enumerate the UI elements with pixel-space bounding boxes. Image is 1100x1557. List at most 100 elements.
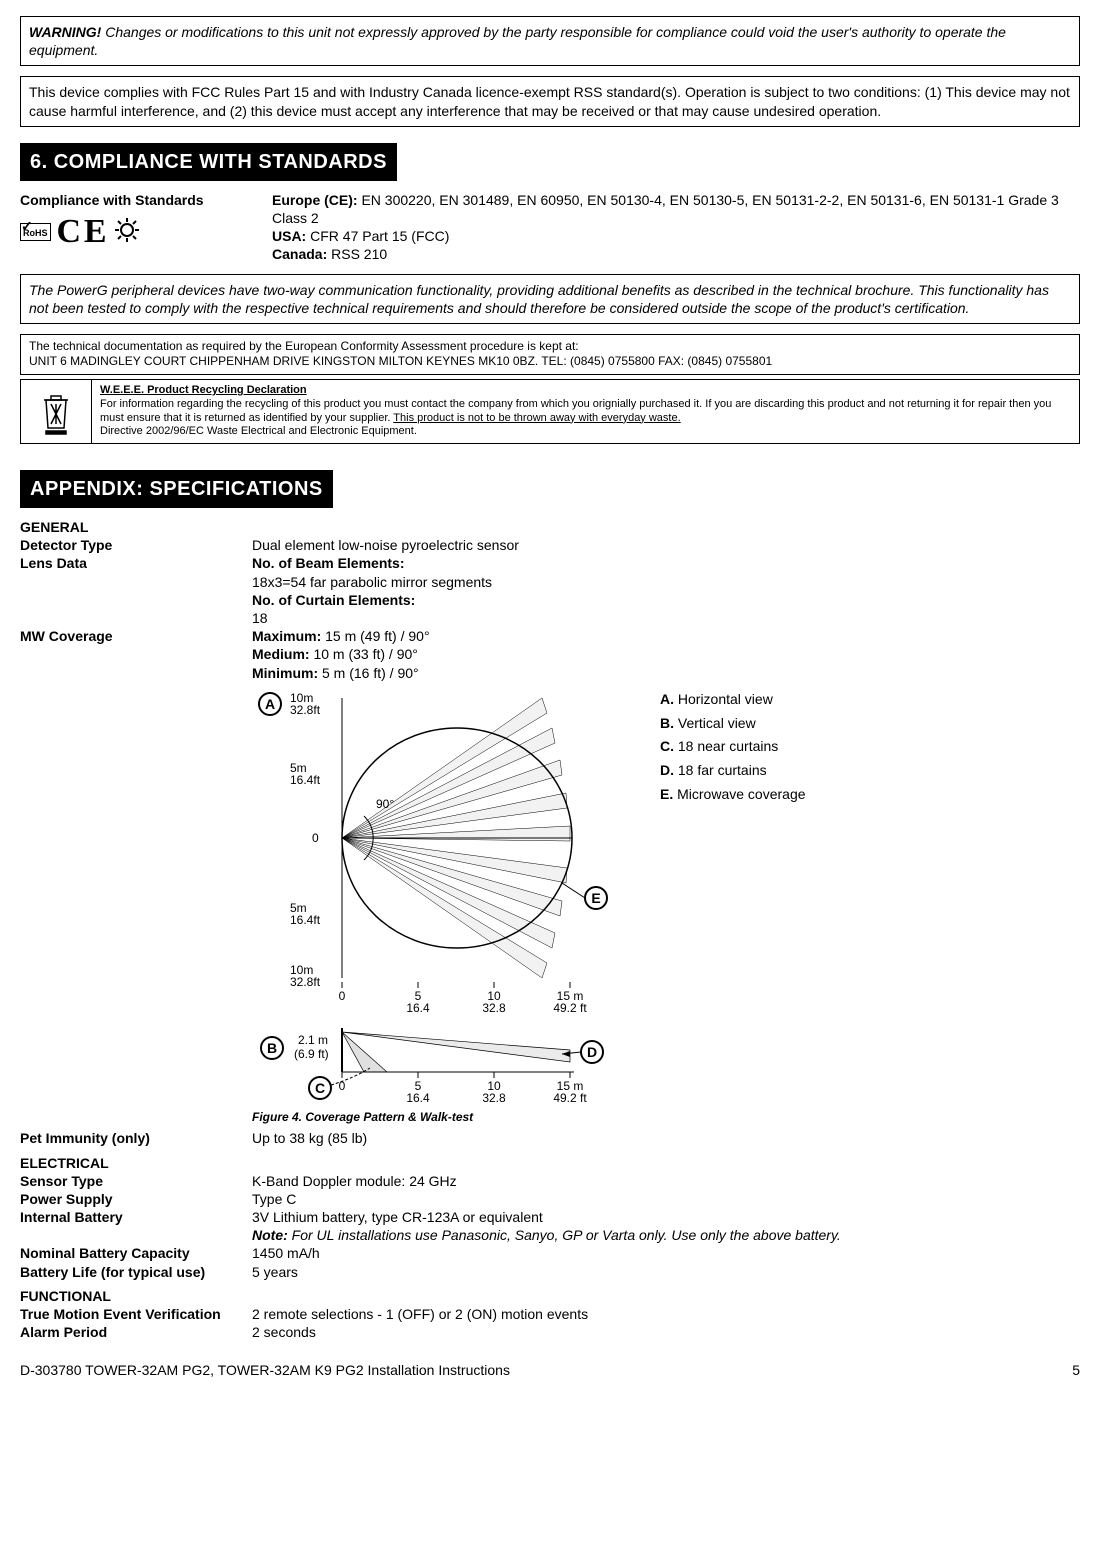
- page-footer: D-303780 TOWER-32AM PG2, TOWER-32AM K9 P…: [20, 1361, 1080, 1379]
- gear-icon: [113, 216, 141, 248]
- svg-text:49.2 ft: 49.2 ft: [553, 1001, 587, 1015]
- figure-caption: Figure 4. Coverage Pattern & Walk-test: [252, 1110, 612, 1126]
- europe-label: Europe (CE):: [272, 192, 358, 208]
- weee-underline: This product is not to be thrown away wi…: [393, 412, 680, 424]
- svg-text:49.2 ft: 49.2 ft: [553, 1091, 587, 1105]
- mw-min-v: 5 m (16 ft) / 90°: [318, 665, 419, 681]
- spec-sensor-label: Sensor Type: [20, 1172, 252, 1190]
- mw-med-v: 10 m (33 ft) / 90°: [310, 646, 418, 662]
- figure-wrap: A: [252, 688, 1080, 1126]
- spec-mw-label: MW Coverage: [20, 627, 252, 645]
- spec-cat-general: GENERAL: [20, 518, 1080, 536]
- section-6-header: 6. COMPLIANCE WITH STANDARDS: [20, 143, 397, 181]
- spec-truemotion-label: True Motion Event Verification: [20, 1305, 252, 1323]
- compliance-row: Compliance with Standards RoHS C E Europ…: [20, 191, 1080, 264]
- fcc-compliance-box: This device complies with FCC Rules Part…: [20, 76, 1080, 126]
- usa-label: USA:: [272, 228, 306, 244]
- canada-text: RSS 210: [327, 246, 387, 262]
- coverage-diagram: A: [252, 688, 612, 1126]
- spec-life-label: Battery Life (for typical use): [20, 1263, 252, 1281]
- weee-text: W.E.E.E. Product Recycling Declaration F…: [92, 380, 1079, 443]
- usa-text: CFR 47 Part 15 (FCC): [306, 228, 449, 244]
- svg-text:16.4ft: 16.4ft: [290, 913, 321, 927]
- cert-icons: RoHS C E: [20, 215, 240, 249]
- tech-doc-line1: The technical documentation as required …: [29, 339, 1071, 355]
- spec-truemotion-value: 2 remote selections - 1 (OFF) or 2 (ON) …: [252, 1305, 1080, 1323]
- mw-med-l: Medium:: [252, 646, 310, 662]
- spec-cat-electrical: ELECTRICAL: [20, 1154, 1080, 1172]
- compliance-left-column: Compliance with Standards RoHS C E: [20, 191, 240, 249]
- svg-text:A: A: [265, 696, 275, 712]
- europe-text: EN 300220, EN 301489, EN 60950, EN 50130…: [272, 192, 1059, 226]
- svg-text:0: 0: [312, 831, 319, 845]
- legend-e: E. Microwave coverage: [660, 783, 806, 807]
- svg-text:C: C: [315, 1080, 325, 1096]
- spec-lens-value: No. of Beam Elements: 18x3=54 far parabo…: [252, 554, 1080, 627]
- weee-bin-icon: [21, 380, 92, 443]
- bat-note-text: For UL installations use Panasonic, Sany…: [288, 1227, 841, 1243]
- svg-text:0: 0: [339, 989, 346, 1003]
- powerg-text: The PowerG peripheral devices have two-w…: [29, 282, 1049, 316]
- fcc-text: This device complies with FCC Rules Part…: [29, 84, 1070, 118]
- weee-title: W.E.E.E. Product Recycling Declaration: [100, 384, 307, 396]
- warning-box: WARNING! Changes or modifications to thi…: [20, 16, 1080, 66]
- svg-text:16.4: 16.4: [406, 1001, 430, 1015]
- svg-text:32.8ft: 32.8ft: [290, 703, 321, 717]
- spec-alarm-value: 2 seconds: [252, 1323, 1080, 1341]
- spec-cat-functional: FUNCTIONAL: [20, 1287, 1080, 1305]
- svg-text:2.1 m: 2.1 m: [298, 1033, 328, 1047]
- spec-alarm-label: Alarm Period: [20, 1323, 252, 1341]
- spec-pet-value: Up to 38 kg (85 lb): [252, 1129, 1080, 1147]
- spec-power-label: Power Supply: [20, 1190, 252, 1208]
- beam-value: 18x3=54 far parabolic mirror segments: [252, 574, 492, 590]
- svg-text:D: D: [587, 1044, 597, 1060]
- usa-line: USA: CFR 47 Part 15 (FCC): [272, 227, 1080, 245]
- mw-min-l: Minimum:: [252, 665, 318, 681]
- tech-doc-line2: UNIT 6 MADINGLEY COURT CHIPPENHAM DRIVE …: [29, 354, 1071, 370]
- footer-page-number: 5: [1072, 1361, 1080, 1379]
- spec-life-value: 5 years: [252, 1263, 1080, 1281]
- spec-bat-value: 3V Lithium battery, type CR-123A or equi…: [252, 1208, 1080, 1244]
- curtain-value: 18: [252, 610, 268, 626]
- compliance-title: Compliance with Standards: [20, 191, 240, 209]
- svg-text:32.8: 32.8: [482, 1091, 506, 1105]
- spec-capacity-value: 1450 mA/h: [252, 1244, 1080, 1262]
- angle-label: 90°: [376, 797, 394, 811]
- warning-lead: WARNING!: [29, 24, 101, 40]
- compliance-right-column: Europe (CE): EN 300220, EN 301489, EN 60…: [272, 191, 1080, 264]
- weee-body2: Directive 2002/96/EC Waste Electrical an…: [100, 425, 417, 437]
- spec-capacity-label: Nominal Battery Capacity: [20, 1244, 252, 1262]
- spec-table: GENERAL Detector Type Dual element low-n…: [20, 518, 1080, 1341]
- spec-pet-label: Pet Immunity (only): [20, 1129, 252, 1147]
- spec-lens-label: Lens Data: [20, 554, 252, 572]
- warning-text: Changes or modifications to this unit no…: [29, 24, 1006, 58]
- svg-text:16.4: 16.4: [406, 1091, 430, 1105]
- spec-mw-value: Maximum: 15 m (49 ft) / 90° Medium: 10 m…: [252, 627, 1080, 682]
- appendix-header: APPENDIX: SPECIFICATIONS: [20, 470, 333, 508]
- curtain-label: No. of Curtain Elements:: [252, 592, 415, 608]
- beam-label: No. of Beam Elements:: [252, 555, 404, 571]
- svg-text:32.8: 32.8: [482, 1001, 506, 1015]
- legend-b: B. Vertical view: [660, 712, 806, 736]
- powerg-note-box: The PowerG peripheral devices have two-w…: [20, 274, 1080, 324]
- svg-text:0: 0: [339, 1079, 346, 1093]
- spec-power-value: Type C: [252, 1190, 1080, 1208]
- spec-detector-type-label: Detector Type: [20, 536, 252, 554]
- legend-c: C. 18 near curtains: [660, 735, 806, 759]
- canada-label: Canada:: [272, 246, 327, 262]
- footer-left: D-303780 TOWER-32AM PG2, TOWER-32AM K9 P…: [20, 1361, 510, 1379]
- bat-note-label: Note:: [252, 1227, 288, 1243]
- spec-sensor-value: K-Band Doppler module: 24 GHz: [252, 1172, 1080, 1190]
- svg-text:E: E: [591, 890, 600, 906]
- svg-text:16.4ft: 16.4ft: [290, 773, 321, 787]
- legend-d: D. 18 far curtains: [660, 759, 806, 783]
- ce-icon: C E: [57, 215, 107, 249]
- tech-doc-box: The technical documentation as required …: [20, 334, 1080, 375]
- svg-text:B: B: [267, 1040, 277, 1056]
- spec-detector-type-value: Dual element low-noise pyroelectric sens…: [252, 536, 1080, 554]
- mw-max-v: 15 m (49 ft) / 90°: [321, 628, 429, 644]
- legend-a: A. Horizontal view: [660, 688, 806, 712]
- europe-line: Europe (CE): EN 300220, EN 301489, EN 60…: [272, 191, 1080, 227]
- svg-text:32.8ft: 32.8ft: [290, 975, 321, 989]
- mw-max-l: Maximum:: [252, 628, 321, 644]
